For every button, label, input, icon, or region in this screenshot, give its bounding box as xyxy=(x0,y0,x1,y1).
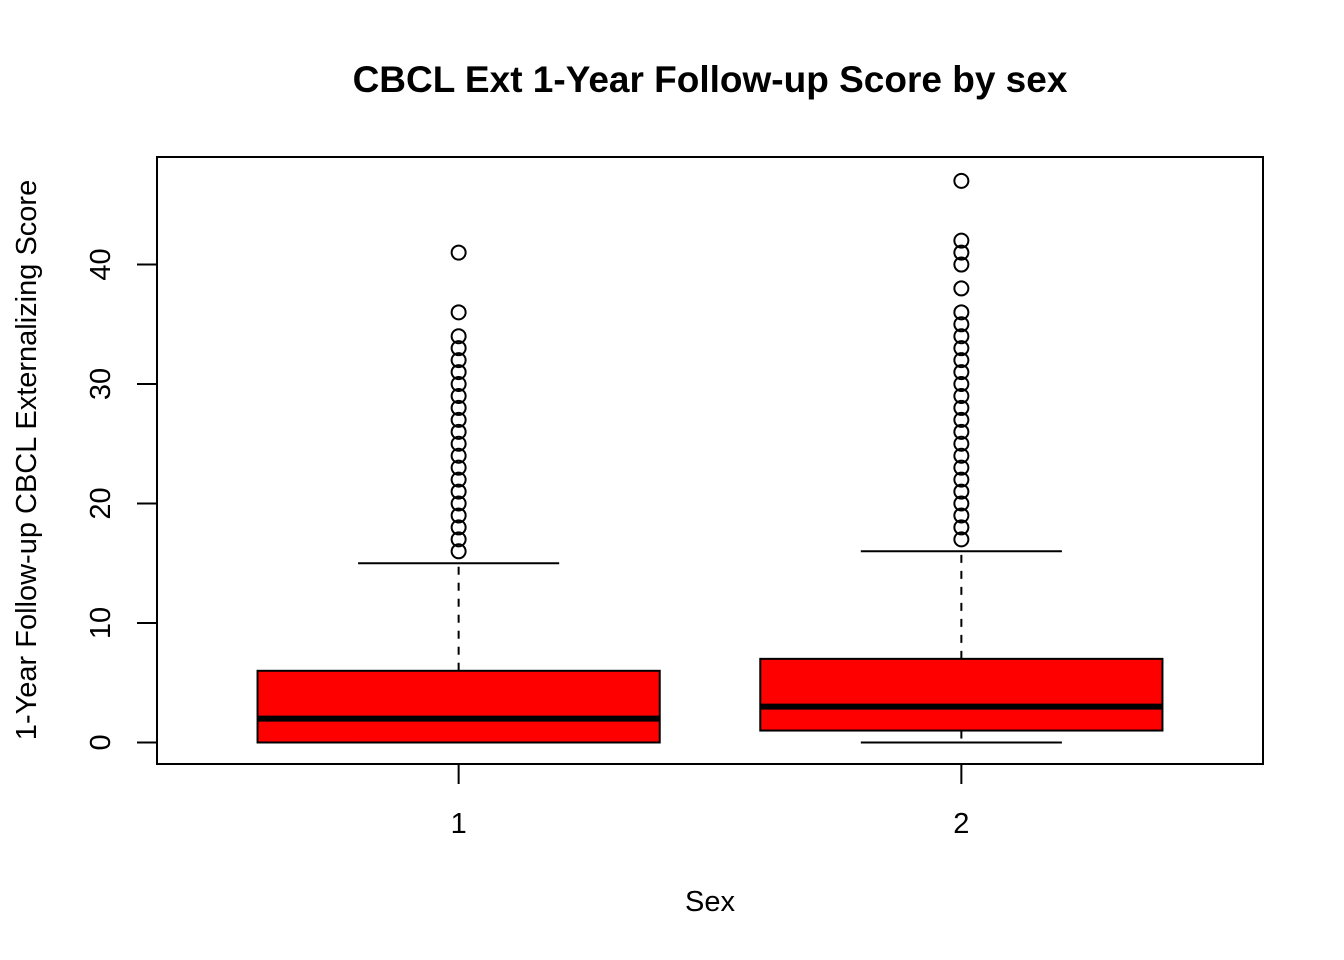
outlier-point xyxy=(953,352,970,369)
outlier-point xyxy=(450,387,467,404)
outlier-point xyxy=(450,328,467,345)
outlier-point xyxy=(953,364,970,381)
outlier-point xyxy=(953,483,970,500)
outlier-point xyxy=(450,304,467,321)
outlier-point xyxy=(953,459,970,476)
y-tick-label: 0 xyxy=(85,734,117,750)
outlier-point xyxy=(450,435,467,452)
outlier-point xyxy=(953,304,970,321)
outlier-point xyxy=(450,244,467,261)
outlier-point xyxy=(953,172,970,189)
outlier-point xyxy=(953,435,970,452)
outlier-point xyxy=(953,340,970,357)
box-iqr xyxy=(759,657,1164,732)
outlier-point xyxy=(953,531,970,548)
outlier-point xyxy=(450,376,467,393)
outlier-point xyxy=(450,507,467,524)
box-iqr xyxy=(256,669,661,744)
outlier-point xyxy=(953,232,970,249)
y-axis: 0 10 20 30 40 xyxy=(85,248,158,751)
y-tick-label: 10 xyxy=(85,607,117,639)
outlier-point xyxy=(953,328,970,345)
outlier-point xyxy=(953,423,970,440)
outlier-point xyxy=(450,519,467,536)
y-tick-label: 20 xyxy=(85,487,117,519)
outlier-point xyxy=(953,399,970,416)
outlier-point xyxy=(450,399,467,416)
outlier-point xyxy=(953,387,970,404)
outlier-point xyxy=(450,495,467,512)
outlier-point xyxy=(953,471,970,488)
x-tick-label: 2 xyxy=(953,808,969,840)
y-tick-label: 40 xyxy=(85,248,117,280)
outlier-point xyxy=(953,411,970,428)
chart-title: CBCL Ext 1-Year Follow-up Score by sex xyxy=(353,59,1068,100)
outlier-point xyxy=(450,483,467,500)
outlier-point xyxy=(450,471,467,488)
x-axis-label: Sex xyxy=(685,886,735,918)
outlier-point xyxy=(450,543,467,560)
outlier-point xyxy=(450,411,467,428)
outlier-point xyxy=(953,519,970,536)
outlier-point xyxy=(450,531,467,548)
outlier-point xyxy=(953,280,970,297)
outlier-point xyxy=(450,364,467,381)
outlier-point xyxy=(450,447,467,464)
boxplot-2 xyxy=(759,172,1164,744)
y-tick-label: 30 xyxy=(85,368,117,400)
outlier-point xyxy=(450,423,467,440)
outlier-point xyxy=(953,244,970,261)
outlier-point xyxy=(450,459,467,476)
outlier-point xyxy=(953,447,970,464)
outlier-point xyxy=(450,340,467,357)
boxplots xyxy=(256,172,1164,744)
boxplot-1 xyxy=(256,244,661,744)
outlier-point xyxy=(953,495,970,512)
outlier-point xyxy=(953,316,970,333)
outlier-point xyxy=(450,352,467,369)
outlier-point xyxy=(953,256,970,273)
x-tick-label: 1 xyxy=(451,808,467,840)
y-axis-label: 1-Year Follow-up CBCL Externalizing Scor… xyxy=(11,180,43,740)
outlier-point xyxy=(953,376,970,393)
outlier-point xyxy=(953,507,970,524)
